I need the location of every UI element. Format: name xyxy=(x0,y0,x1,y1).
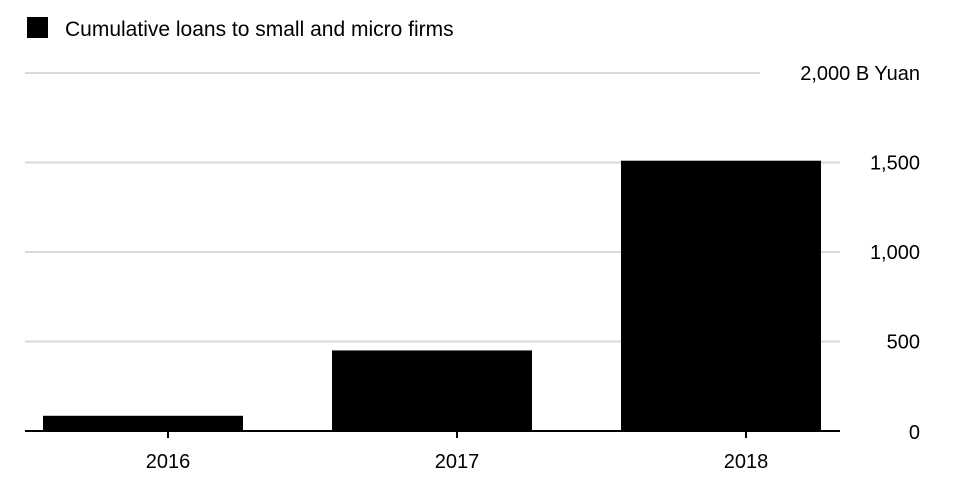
x-axis: 2016 2017 2018 xyxy=(25,430,840,473)
y-tick-label: 0 xyxy=(909,422,920,444)
bar xyxy=(621,160,821,431)
bars xyxy=(43,160,821,431)
bar xyxy=(43,415,243,431)
bar xyxy=(332,350,532,431)
x-tick-label: 2016 xyxy=(146,451,191,473)
y-axis-ticks: 0 500 1,000 1,500 2,000 B Yuan xyxy=(800,63,920,444)
y-tick-label: 2,000 B Yuan xyxy=(800,63,920,85)
y-tick-label: 1,000 xyxy=(870,242,920,264)
y-tick-label: 1,500 xyxy=(870,153,920,175)
y-tick-label: 500 xyxy=(887,332,920,354)
legend-swatch xyxy=(27,17,48,38)
x-tick-label: 2018 xyxy=(724,451,769,473)
legend-label: Cumulative loans to small and micro firm… xyxy=(65,18,454,41)
legend: Cumulative loans to small and micro firm… xyxy=(27,17,454,41)
x-tick-label: 2017 xyxy=(435,451,480,473)
